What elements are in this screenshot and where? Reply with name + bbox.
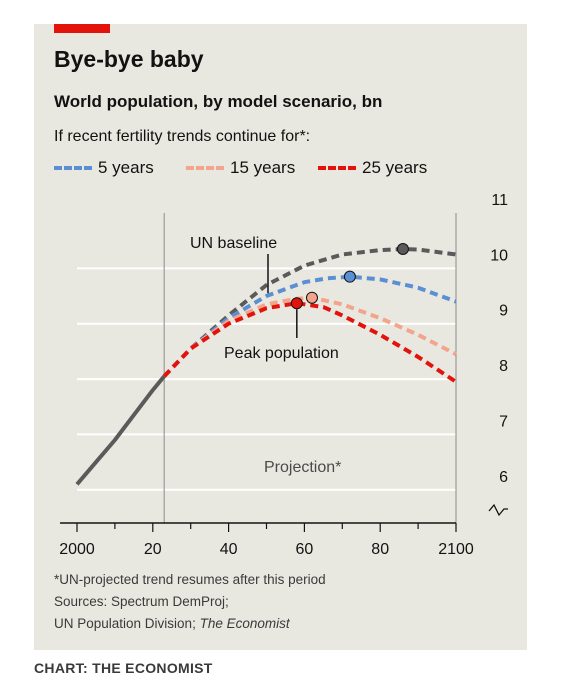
legend-swatch-5-years bbox=[54, 165, 92, 170]
brand-red-bar bbox=[54, 24, 110, 33]
y-tick-label-6: 6 bbox=[499, 469, 508, 486]
x-tick-label-2040: 40 bbox=[220, 541, 238, 558]
peak-population-label: Peak population bbox=[224, 345, 339, 362]
x-tick-label-2000: 2000 bbox=[59, 541, 95, 558]
y-tick-label-11: 11 bbox=[491, 192, 508, 209]
series-historical bbox=[75, 375, 166, 486]
legend-item-25-years: 25 years bbox=[318, 158, 427, 178]
chart-subtitle: World population, by model scenario, bn bbox=[54, 92, 383, 111]
chart-credit: CHART: THE ECONOMIST bbox=[34, 660, 213, 676]
y-tick-label-8: 8 bbox=[499, 358, 508, 375]
peak-marker-25-years bbox=[290, 297, 303, 310]
y-tick-label-7: 7 bbox=[499, 413, 508, 430]
series-5-years bbox=[162, 274, 457, 378]
legend-item-15-years: 15 years bbox=[186, 158, 295, 178]
x-tick-label-2020: 20 bbox=[144, 541, 162, 558]
series-un-baseline bbox=[162, 247, 457, 378]
gridlines bbox=[77, 213, 457, 523]
chart-panel bbox=[34, 24, 527, 650]
axes: 2000 20 40 60 80 2100 11 10 9 8 7 6 bbox=[59, 192, 508, 558]
peak-marker-un-baseline bbox=[396, 242, 409, 255]
x-tick-label-2080: 80 bbox=[371, 541, 389, 558]
legend-swatch-15-years bbox=[186, 165, 224, 170]
legend: 5 years 15 years 25 years bbox=[54, 158, 524, 180]
legend-label-5-years: 5 years bbox=[98, 158, 154, 177]
footnote: *UN-projected trend resumes after this p… bbox=[54, 572, 326, 587]
x-tick-label-2060: 60 bbox=[296, 541, 314, 558]
sources-publication: The Economist bbox=[199, 616, 290, 631]
x-tick-label-2100: 2100 bbox=[438, 541, 474, 558]
axis-break-icon bbox=[488, 503, 508, 517]
series-lines bbox=[75, 247, 458, 486]
projection-label: Projection* bbox=[264, 459, 341, 476]
legend-label-25-years: 25 years bbox=[362, 158, 428, 177]
series-15-years bbox=[162, 295, 457, 378]
chart-title: Bye-bye baby bbox=[54, 46, 204, 72]
y-tick-label-9: 9 bbox=[499, 303, 508, 320]
y-tick-label-10: 10 bbox=[490, 247, 508, 264]
legend-label-15-years: 15 years bbox=[230, 158, 296, 177]
legend-item-5-years: 5 years bbox=[54, 158, 154, 178]
peak-marker-5-years bbox=[343, 270, 356, 283]
sources-line-2: UN Population Division; The Economist bbox=[54, 616, 290, 631]
sources-line-2-prefix: UN Population Division; bbox=[54, 616, 200, 631]
peak-marker-15-years bbox=[305, 291, 318, 304]
peak-markers bbox=[290, 242, 409, 310]
sources-line-1: Sources: Spectrum DemProj; bbox=[54, 594, 229, 609]
series-25-years bbox=[162, 301, 458, 384]
un-baseline-label: UN baseline bbox=[190, 235, 277, 252]
legend-swatch-25-years bbox=[318, 165, 356, 170]
scenario-note: If recent fertility trends continue for*… bbox=[54, 128, 311, 145]
annotations: UN baseline Peak population Projection* bbox=[190, 235, 341, 476]
